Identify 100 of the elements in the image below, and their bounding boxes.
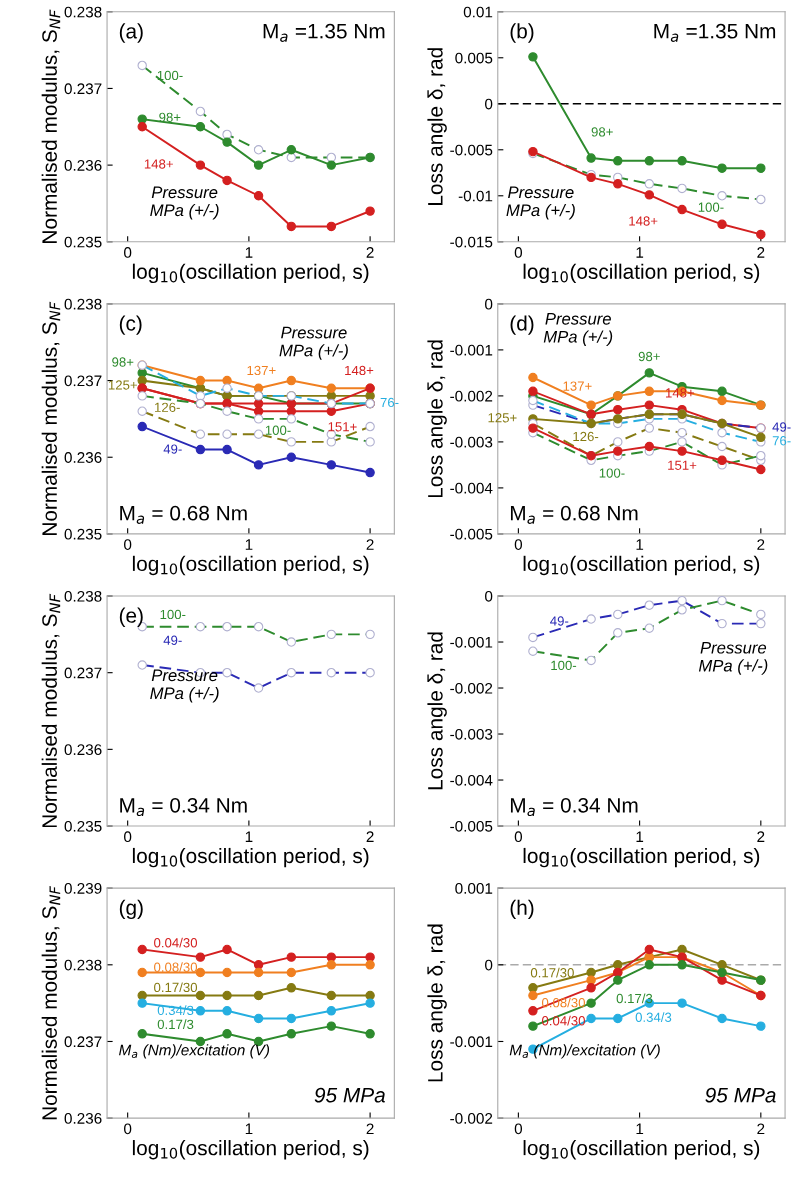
annotation: Pressure MPa (+/-) [698,641,768,675]
x-tick-label: 0 [514,539,523,550]
series-label: 100- [551,660,577,671]
series-label: 76- [380,397,399,408]
series-label: 0.34/3 [635,1012,672,1022]
y-tick-label: 0.239 [64,883,102,894]
annotation: M$_{a}$ (Nm)/excitation (V) [509,1044,660,1059]
annotation: M$_{a}$ = 0.34 Nm [120,797,247,817]
annotation: (a) [119,23,143,43]
y-tick-label: 0.237 [64,1036,102,1048]
y-tick-label: -0.005 [450,820,493,832]
series-label: 100- [599,468,625,478]
series-label: 100- [698,202,724,212]
y-tick-label: -0.004 [450,482,493,494]
annotation: (e) [119,607,143,627]
series-label: 125+ [108,380,137,390]
annotation: Pressure MPa (+/-) [506,186,575,220]
y-axis-title: Loss angle δ, rad [427,632,447,790]
series-label: 125+ [488,413,517,423]
y-axis-title: Normalised modulus, S$_{NF}$ [41,593,61,828]
y-tick-label: 0.237 [64,83,102,95]
y-tick-label: 0.236 [64,744,102,756]
series-label: 137+ [247,365,276,376]
x-axis-title: log$_{10}$(oscillation period, s) [132,263,369,284]
x-tick-label: 1 [636,831,644,842]
series-label: 126- [155,402,180,412]
y-tick-label: 0.235 [64,236,102,248]
y-tick-label: -0.005 [450,528,493,540]
y-tick-label: 0.236 [64,1113,102,1124]
x-tick-label: 1 [245,247,253,258]
y-tick-label: 0.236 [64,159,102,171]
y-tick-label: -0.004 [450,774,493,786]
series-label: 148+ [666,388,695,398]
series-label: 151+ [668,460,697,470]
annotation: (h) [510,899,534,920]
y-tick-label: -0.002 [450,1113,493,1124]
y-tick-label: -0.01 [458,190,493,202]
x-tick-label: 0 [514,831,523,843]
series-label: 98+ [591,127,613,137]
y-axis-title: Loss angle δ, rad [427,48,447,205]
x-tick-label: 2 [757,831,765,842]
annotation: (b) [510,23,534,43]
annotation: Pressure MPa (+/-) [279,326,348,360]
x-tick-label: 0 [124,1123,132,1135]
series-label: 0.17/30 [530,967,574,978]
y-tick-label: -0.002 [450,682,493,694]
series-label: 49- [550,616,569,626]
x-tick-label: 2 [366,831,374,842]
series-label: 49- [163,444,182,454]
annotation: Pressure MPa (+/-) [150,186,219,220]
x-tick-label: 2 [757,1123,765,1135]
annotation: M$_{a}$ = 0.34 Nm [510,797,638,817]
series-label: 98+ [159,112,181,122]
x-tick-label: 2 [366,247,374,258]
x-tick-label: 1 [636,1123,644,1135]
y-tick-label: 0.001 [455,883,493,894]
annotation: Pressure MPa (+/-) [150,669,219,703]
series-label: 0.17/3 [616,993,653,1004]
series-label: 0.17/3 [157,1019,194,1030]
x-tick-label: 1 [636,539,644,550]
y-tick-label: 0.238 [64,298,102,310]
x-tick-label: 1 [245,831,253,842]
x-axis-title: log$_{10}$(oscillation period, s) [132,847,369,868]
y-tick-label: -0.002 [450,390,493,402]
x-tick-label: 0 [514,1123,523,1135]
x-axis-title: log$_{10}$(oscillation period, s) [132,1140,369,1160]
y-tick-label: 0.238 [64,959,102,971]
y-tick-label: -0.015 [450,236,493,248]
y-tick-label: 0.236 [64,452,102,463]
y-tick-label: -0.005 [450,144,493,156]
series-label: 100- [265,425,291,435]
series-label: 148+ [629,216,658,226]
series-label: 0.04/30 [154,937,198,948]
y-tick-label: -0.001 [450,636,493,648]
x-tick-label: 0 [124,831,132,843]
series-label: 76- [772,436,791,446]
series-label: 0.08/30 [154,962,198,972]
series-label: 49- [163,635,182,645]
y-tick-label: 0.238 [64,590,102,602]
x-axis-title: log$_{10}$(oscillation period, s) [523,555,760,576]
y-axis-title: Loss angle δ, rad [427,924,447,1082]
series-label: 148+ [345,365,374,376]
series-label: 0.17/30 [154,982,198,993]
y-tick-label: 0.238 [64,6,102,18]
x-tick-label: 0 [514,247,523,258]
y-tick-label: 0.237 [64,667,102,679]
annotation: M$_{a}$ =1.35 Nm [263,23,385,42]
series-label: 100- [160,609,186,620]
x-tick-label: 1 [636,247,644,258]
x-axis-title: log$_{10}$(oscillation period, s) [523,1140,760,1160]
annotation: 95 MPa [705,1087,776,1103]
x-tick-label: 2 [757,247,765,258]
series-label: 98+ [112,357,134,367]
x-axis-title: log$_{10}$(oscillation period, s) [132,555,369,576]
annotation: M$_{a}$ =1.35 Nm [654,23,776,42]
x-axis-title: log$_{10}$(oscillation period, s) [523,263,760,284]
annotation: M$_{a}$ (Nm)/excitation (V) [119,1044,270,1059]
x-tick-label: 2 [757,539,765,550]
y-tick-label: 0.235 [64,820,102,832]
x-tick-label: 1 [245,1123,253,1135]
